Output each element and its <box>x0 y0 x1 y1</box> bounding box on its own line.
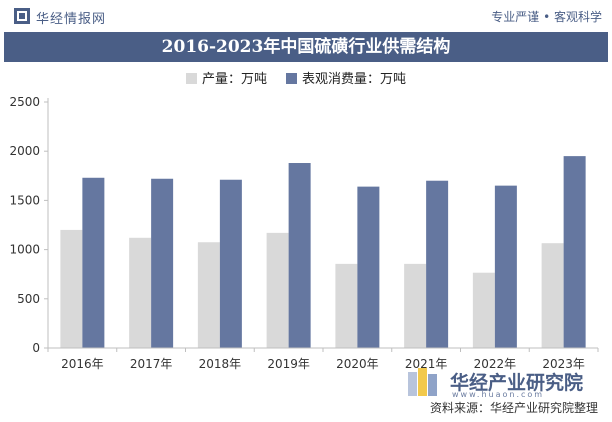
y-tick-label: 0 <box>32 341 40 355</box>
y-tick-label: 1500 <box>9 193 40 207</box>
x-tick-label: 2017年 <box>130 357 173 371</box>
bar-production <box>129 237 152 348</box>
bar-production <box>335 263 358 348</box>
bar-consumption <box>82 177 105 348</box>
y-tick-label: 1000 <box>9 243 40 257</box>
bar-consumption <box>563 156 586 348</box>
bar-production <box>541 243 564 348</box>
bar-chart: 产量：万吨 表观消费量：万吨 0 500 1000 1500 2000 2500 2016年… <box>9 72 599 371</box>
chart-title: 2016-2023年中国硫磺行业供需结构 <box>4 32 608 62</box>
bar-production <box>472 272 495 348</box>
x-tick-label: 2021年 <box>405 357 448 371</box>
legend-swatch <box>186 73 197 84</box>
x-axis: 2016年 2017年 2018年 2019年 2020年 2021年 2022年 2023年 <box>47 347 599 371</box>
brand-logo-icon <box>14 8 30 24</box>
x-tick-label: 2022年 <box>474 357 517 371</box>
x-tick-label: 2016年 <box>61 357 104 371</box>
y-tick-label: 2500 <box>9 95 40 109</box>
footer-brand-name: 华经产业研究院 <box>450 372 584 394</box>
data-source: 资料来源：华经产业研究院整理 <box>429 401 598 415</box>
bar-production <box>60 229 83 348</box>
brand-name: 华经情报网 <box>36 12 107 27</box>
y-axis: 0 500 1000 1500 2000 2500 <box>9 95 49 355</box>
bar-consumption <box>357 186 380 348</box>
legend-label: 表观消费量：万吨 <box>302 72 406 87</box>
bar-production <box>404 263 427 348</box>
bar-production <box>197 242 220 348</box>
footer-brand: 华经产业研究院 www.huaon.com <box>408 366 608 399</box>
legend-swatch <box>286 73 297 84</box>
x-tick-label: 2018年 <box>199 357 242 371</box>
bar-consumption <box>219 179 242 348</box>
header: 华经情报网 专业严谨 • 客观科学 <box>0 0 612 32</box>
x-tick-label: 2023年 <box>542 357 585 371</box>
bar-consumption <box>426 180 449 348</box>
x-tick-label: 2019年 <box>267 357 310 371</box>
bars <box>60 156 586 348</box>
brand-mark-icon <box>408 368 437 396</box>
slogan: 专业严谨 • 客观科学 <box>491 10 602 24</box>
bar-consumption <box>151 178 174 348</box>
bar-consumption <box>288 163 311 348</box>
y-tick-label: 2000 <box>9 144 40 158</box>
bar-consumption <box>494 185 517 348</box>
bar-production <box>266 232 289 348</box>
footer-brand-url: www.huaon.com <box>452 390 545 399</box>
y-tick-label: 500 <box>17 292 40 306</box>
legend-label: 产量：万吨 <box>202 72 267 87</box>
x-tick-label: 2020年 <box>336 357 379 371</box>
chart-legend: 产量：万吨 表观消费量：万吨 <box>186 72 406 87</box>
